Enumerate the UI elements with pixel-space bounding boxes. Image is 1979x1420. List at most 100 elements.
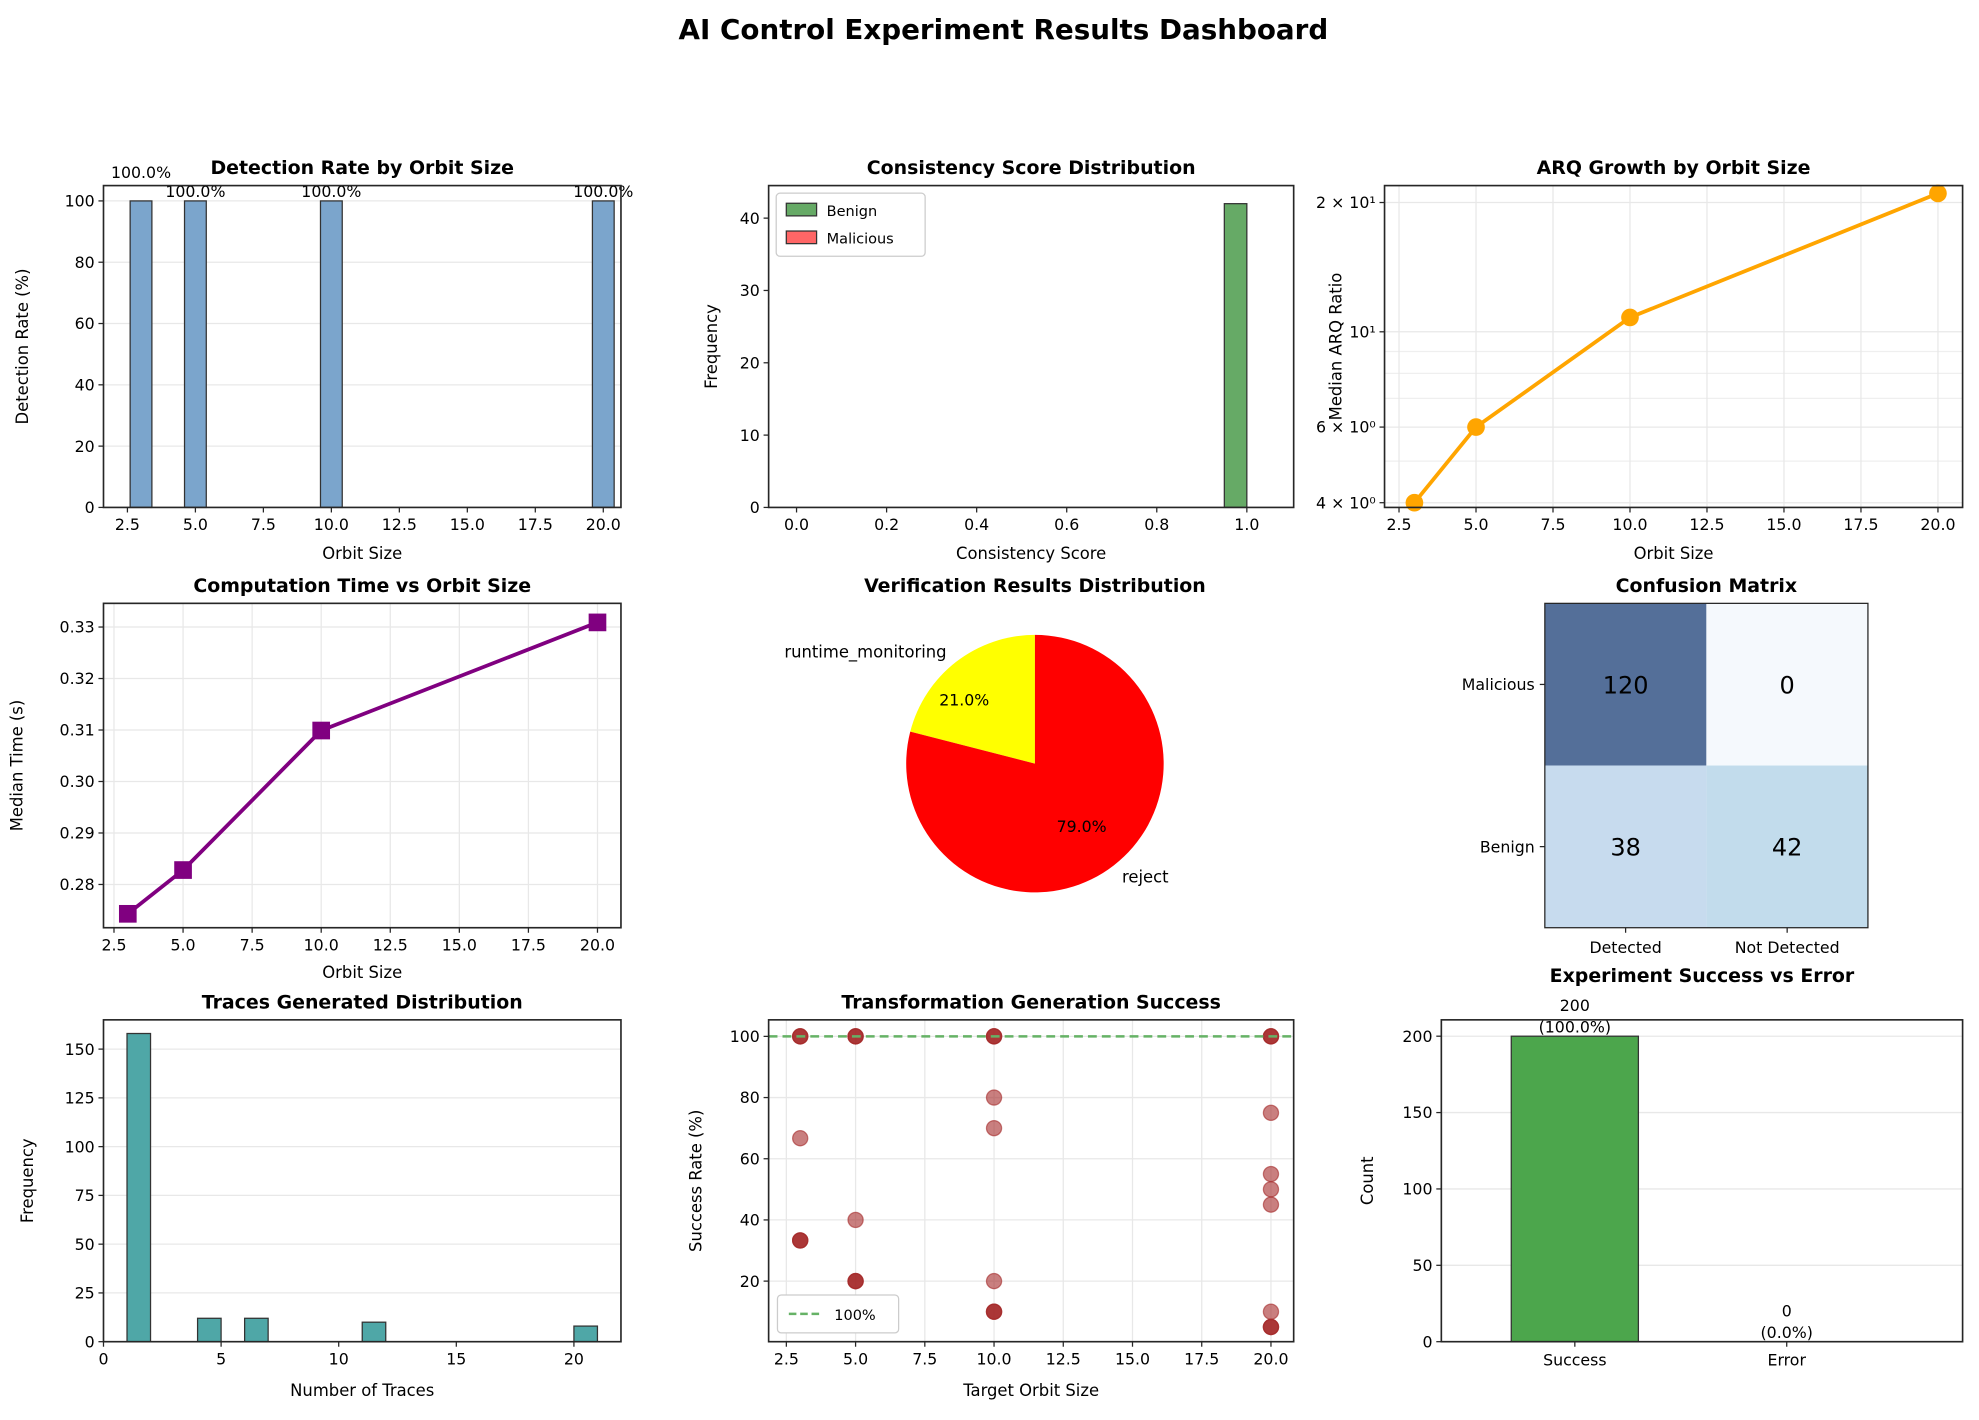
chart-panel-8: 200 (100.0%) 0 (0.0%) 0 50 100 150 200 Experiment…: [1358, 965, 1964, 1370]
y-tick-label: 40: [740, 1211, 760, 1230]
x-axis-label: Target Orbit Size: [962, 1381, 1099, 1400]
x-tick-label: 5.0: [183, 515, 208, 534]
plot-area: [126, 1032, 599, 1343]
legend-label: Benign: [827, 204, 877, 220]
axes-border: [767, 184, 1295, 509]
scatter-point: [847, 1211, 864, 1229]
ticks: 0.0 0.2 0.4 0.6 0.8 1.0 0 10 20 30 40: [740, 209, 1260, 534]
legend-box: [776, 1294, 900, 1334]
heatmap-cell-value: 42: [1772, 833, 1803, 861]
ticks: 2.5 5.0 7.5 10.0 12.5 15.0 17.5 20.0 4 × 10⁰ 6 × …: [1316, 193, 1955, 534]
y-tick-label: 100: [730, 1027, 760, 1046]
x-tick-label: 1.0: [1234, 515, 1259, 534]
histogram-bar: [361, 1321, 387, 1343]
x-tick-label: 7.5: [1540, 515, 1565, 534]
pie-slice: [906, 634, 1164, 893]
chart-panel-6: 0 5 10 15 20 0 25 50 75 100 125 150 Traces Generated…: [18, 991, 622, 1400]
data-point: [1621, 308, 1639, 327]
ticks: 2.5 5.0 7.5 10.0 12.5 15.0 17.5 20.0 0 20 40 60 80 10…: [65, 192, 621, 535]
chart-title: ARQ Growth by Orbit Size: [1537, 157, 1811, 179]
y-tick-label: 200: [1402, 1027, 1432, 1046]
y-tick-label: 20: [740, 1272, 760, 1291]
legend-label: Malicious: [827, 232, 894, 248]
y-tick-label: 0.29: [60, 824, 95, 843]
x-tick-label: 20.0: [1920, 515, 1955, 534]
y-tick-label: 20: [740, 353, 760, 372]
x-tick-label: 10.0: [304, 935, 339, 954]
x-tick-label: 10.0: [976, 1349, 1011, 1368]
scatter-point: [985, 1303, 1003, 1320]
x-tick-label: 2.5: [1386, 515, 1411, 534]
chart-title: Confusion Matrix: [1616, 575, 1798, 597]
x-tick-label: 17.5: [518, 515, 553, 534]
x-tick-label: 2.5: [101, 935, 126, 954]
legend-swatch: [785, 230, 818, 245]
ticks: 0 5 10 15 20 0 25 50 75 100 125 150: [65, 1040, 584, 1369]
data-point: [1929, 184, 1947, 203]
y-axis-label: Frequency: [18, 1138, 37, 1223]
x-tick-label: 10: [329, 1349, 349, 1368]
y-tick-label: 0: [85, 1332, 95, 1351]
bar-data-label: 100.0%: [573, 182, 633, 201]
y-axis-label: Count: [1358, 1156, 1377, 1205]
heatmap-cell: [1544, 765, 1707, 928]
bar-data-label: 100.0%: [111, 163, 171, 182]
y-tick-label: 20: [75, 437, 95, 456]
chart-title: Detection Rate by Orbit Size: [210, 157, 514, 179]
histogram-bar: [1223, 203, 1248, 509]
bar-count-label: 0: [1782, 1301, 1792, 1320]
scatter-point: [1262, 1196, 1280, 1213]
x-axis-label: Orbit Size: [322, 544, 402, 563]
axes-frame: [767, 184, 1295, 509]
x-tick-label: Error: [1768, 1351, 1807, 1370]
row-label: Benign: [1480, 837, 1535, 856]
axes-border: [102, 602, 622, 929]
scatter-point: [1262, 1181, 1280, 1198]
y-tick-label: 2 × 10¹: [1316, 193, 1376, 212]
gridlines: [768, 1019, 1294, 1342]
y-axis-label: Success Rate (%): [687, 1110, 706, 1252]
y-tick-label: 30: [740, 281, 760, 300]
x-tick-label: 0.2: [874, 515, 899, 534]
chart-panel-0: 100.0%100.0% 100.0% 100.0%2.5 5.0 7.5 10.0 12.…: [13, 157, 634, 563]
histogram-bar: [573, 1325, 599, 1343]
x-tick-label: 12.5: [1689, 515, 1724, 534]
x-tick-label: 2.5: [115, 515, 140, 534]
x-tick-label: 2.5: [774, 1349, 799, 1368]
axes-frame: [1440, 1019, 1964, 1343]
y-tick-label: 0.28: [60, 875, 95, 894]
chart-panel-5: 120 0 38 42 Malicious Benign Detected Not Detec…: [1462, 575, 1869, 957]
y-axis-label: Median Time (s): [8, 700, 27, 831]
x-tick-label: 0.4: [964, 515, 989, 534]
data-point: [174, 861, 192, 879]
x-tick-label: 20: [564, 1349, 584, 1368]
x-tick-label: 20.0: [1253, 1349, 1288, 1368]
chart-panel-3: 2.5 5.0 7.5 10.0 12.5 15.0 17.5 20.0 0.28 0.29 0.3…: [8, 575, 622, 982]
scatter-point: [1262, 1165, 1280, 1183]
row-label: Malicious: [1462, 675, 1535, 694]
data-point: [588, 613, 607, 632]
ticks: 2.5 5.0 7.5 10.0 12.5 15.0 17.5 20.0 20 40 60 80 100: [730, 1027, 1289, 1368]
scatter-point: [791, 1130, 809, 1147]
axes-border: [767, 1019, 1295, 1343]
x-tick-label: 5: [216, 1349, 226, 1368]
scatter-point: [1262, 1303, 1280, 1320]
gridlines: [103, 603, 621, 928]
axes-border: [102, 1019, 622, 1343]
y-tick-label: 0.33: [60, 618, 95, 637]
axes-frame: [767, 1019, 1295, 1343]
chart-panel-4: Verification Results Distribution runtime…: [784, 575, 1206, 893]
chart-panel-7: 2.5 5.0 7.5 10.0 12.5 15.0 17.5 20.0 20 40 60 80 100…: [687, 991, 1295, 1400]
heatmap-cell-value: 0: [1780, 671, 1795, 699]
gridlines: [103, 1048, 621, 1343]
chart-panel-2: 2.5 5.0 7.5 10.0 12.5 15.0 17.5 20.0 4 × 10⁰ 6 × …: [1316, 157, 1964, 563]
y-tick-label: 0.32: [60, 669, 95, 688]
chart-title: Experiment Success vs Error: [1550, 965, 1855, 987]
axes-border: [102, 184, 622, 509]
y-tick-label: 100: [65, 192, 95, 211]
heatmap-cell-value: 38: [1610, 833, 1641, 861]
y-tick-label: 25: [75, 1284, 95, 1303]
x-tick-label: 15: [446, 1349, 466, 1368]
y-tick-label: 0: [85, 498, 95, 517]
chart-title: Traces Generated Distribution: [202, 991, 523, 1013]
